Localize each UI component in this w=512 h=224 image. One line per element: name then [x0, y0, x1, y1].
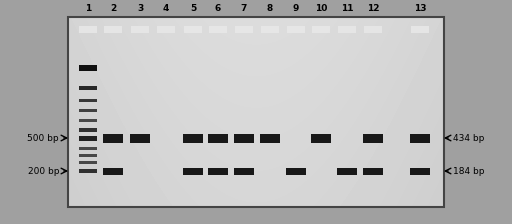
Text: 9: 9: [293, 4, 299, 13]
Text: 12: 12: [367, 4, 379, 13]
Bar: [208, 168, 228, 174]
Bar: [79, 26, 97, 33]
Bar: [79, 153, 97, 157]
Text: 8: 8: [267, 4, 273, 13]
Bar: [104, 26, 122, 33]
Bar: [235, 26, 253, 33]
Text: 200 bp: 200 bp: [28, 166, 59, 175]
Bar: [131, 26, 149, 33]
Bar: [184, 26, 202, 33]
Text: 1: 1: [85, 4, 91, 13]
Bar: [79, 128, 97, 132]
Text: 3: 3: [137, 4, 143, 13]
Bar: [286, 168, 306, 174]
Bar: [364, 26, 382, 33]
Bar: [209, 26, 227, 33]
Text: 7: 7: [241, 4, 247, 13]
Bar: [363, 168, 383, 174]
Text: 5: 5: [190, 4, 196, 13]
Bar: [338, 26, 356, 33]
Bar: [411, 26, 429, 33]
Bar: [79, 136, 97, 140]
Bar: [103, 134, 123, 142]
Text: 13: 13: [414, 4, 426, 13]
Bar: [130, 134, 150, 142]
Bar: [183, 134, 203, 142]
Bar: [79, 146, 97, 149]
Bar: [312, 26, 330, 33]
Text: 10: 10: [315, 4, 327, 13]
Bar: [287, 26, 305, 33]
Bar: [79, 161, 97, 164]
Bar: [410, 134, 430, 142]
Text: 11: 11: [341, 4, 353, 13]
Bar: [337, 168, 357, 174]
Bar: [208, 134, 228, 142]
Bar: [183, 168, 203, 174]
Text: 434 bp: 434 bp: [453, 134, 484, 142]
Bar: [79, 108, 97, 112]
Bar: [68, 17, 444, 207]
Bar: [157, 26, 175, 33]
Bar: [79, 169, 97, 173]
Text: 4: 4: [163, 4, 169, 13]
Bar: [261, 26, 279, 33]
Bar: [103, 168, 123, 174]
Bar: [79, 118, 97, 121]
Bar: [234, 168, 254, 174]
Bar: [79, 99, 97, 101]
Bar: [79, 65, 97, 71]
Bar: [363, 134, 383, 142]
Bar: [260, 134, 280, 142]
Bar: [410, 168, 430, 174]
Text: 6: 6: [215, 4, 221, 13]
Bar: [79, 86, 97, 90]
Text: 2: 2: [110, 4, 116, 13]
Text: 184 bp: 184 bp: [453, 166, 484, 175]
Bar: [311, 134, 331, 142]
Text: 500 bp: 500 bp: [27, 134, 59, 142]
Bar: [234, 134, 254, 142]
